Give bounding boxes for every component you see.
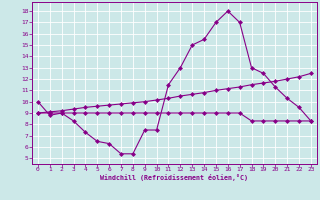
X-axis label: Windchill (Refroidissement éolien,°C): Windchill (Refroidissement éolien,°C) — [100, 174, 248, 181]
